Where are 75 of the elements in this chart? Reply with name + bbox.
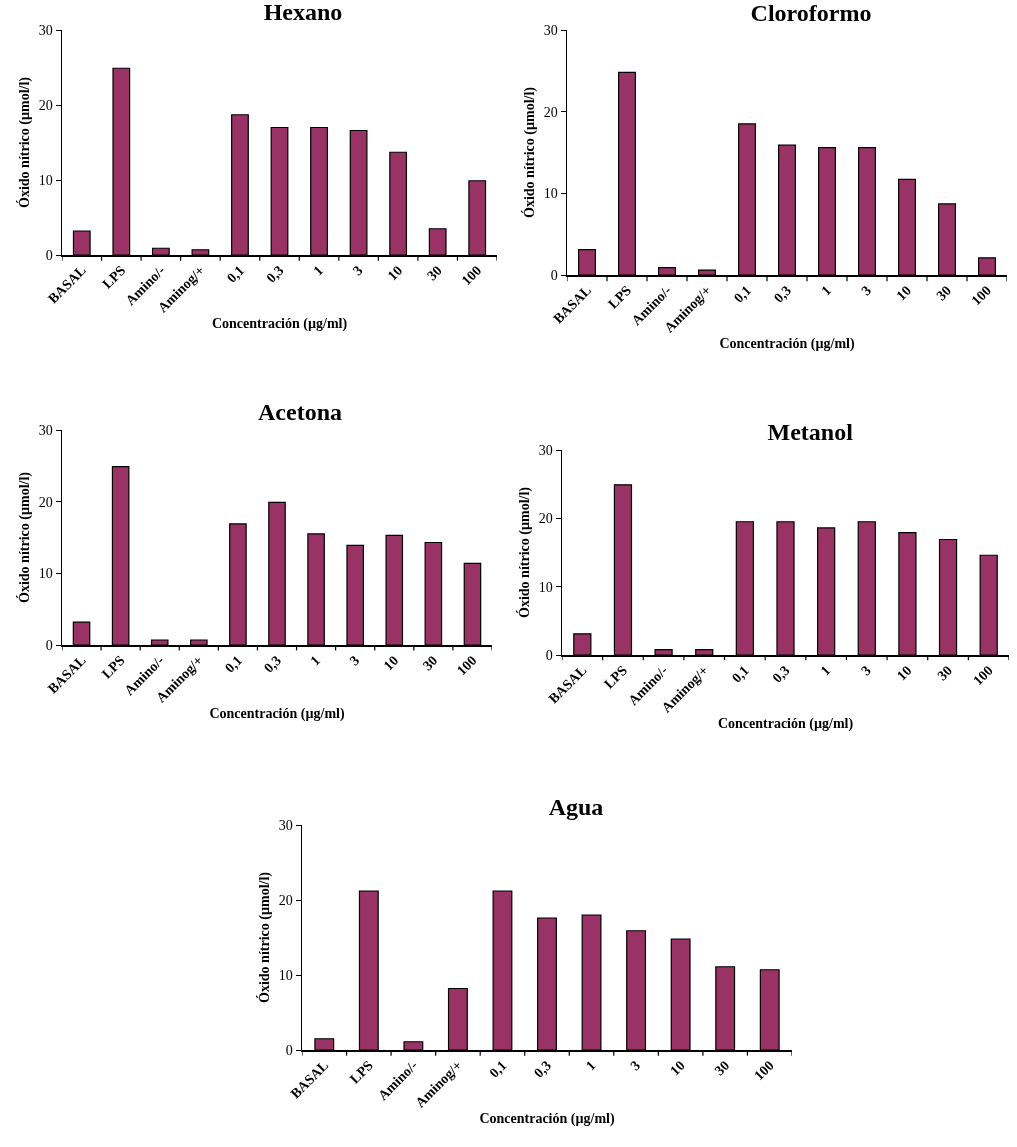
x-tick-label: 30 (419, 652, 441, 674)
x-tick-label: 30 (711, 1057, 733, 1079)
x-tick-label: LPS (98, 652, 128, 682)
y-tick-label: 0 (45, 637, 53, 653)
x-tick-label: 100 (968, 282, 995, 309)
x-tick-label: 30 (933, 282, 955, 304)
y-tick-label: 10 (543, 186, 558, 202)
x-tick-label: 10 (893, 282, 915, 304)
x-axis-title: Concentración (µg/ml) (719, 336, 855, 353)
x-tick-label: 3 (858, 662, 874, 679)
y-tick-label: 30 (543, 22, 558, 38)
y-tick-label: 20 (38, 97, 53, 113)
x-tick-label: 1 (307, 652, 324, 669)
y-tick-label: 30 (38, 422, 53, 438)
x-tick-label: LPS (99, 262, 129, 292)
y-axis-title: Óxido nítrico (µmol/l) (255, 871, 273, 1003)
x-tick-label: 0,3 (771, 282, 795, 306)
x-tick-label: 0,1 (222, 652, 245, 676)
x-tick-label: 3 (346, 652, 363, 669)
y-tick-label: 30 (38, 22, 53, 38)
y-tick-label: 20 (278, 892, 293, 908)
x-tick-label: 0,3 (531, 1057, 555, 1081)
chart-title: Hexano (263, 0, 343, 26)
x-tick-label: 30 (424, 262, 445, 284)
y-tick-label: 0 (45, 247, 53, 263)
y-tick-label: 10 (538, 579, 553, 595)
y-tick-label: 20 (538, 511, 553, 527)
x-tick-label: 1 (817, 662, 834, 679)
y-axis-title: Óxido nítrico (µmol/l) (15, 471, 33, 603)
y-axis-title: Óxido nítrico (µmol/l) (15, 76, 33, 208)
y-tick-label: 0 (545, 647, 553, 663)
x-tick-label: 1 (818, 282, 835, 299)
x-tick-label: 0,1 (486, 1057, 510, 1081)
x-tick-label: 0,1 (731, 282, 755, 306)
y-tick-label: 10 (38, 566, 53, 582)
y-tick-label: 20 (38, 494, 53, 510)
x-tick-label: 100 (751, 1057, 777, 1084)
x-tick-label: 0,1 (224, 262, 248, 286)
y-tick-label: 0 (285, 1042, 293, 1058)
x-tick-label: 0,3 (769, 662, 793, 686)
x-axis-title: Concentración (µg/ml) (209, 706, 345, 723)
y-axis-title: Óxido nítrico (µmol/l) (515, 486, 533, 618)
chart-title: Metanol (767, 419, 854, 446)
y-tick-label: 10 (38, 172, 53, 188)
chart-title: Agua (548, 794, 604, 821)
x-tick-label: 0,3 (263, 262, 287, 286)
x-tick-label: 30 (934, 662, 956, 684)
y-tick-label: 0 (550, 267, 558, 283)
y-tick-label: 10 (278, 967, 293, 983)
x-tick-label: 100 (454, 652, 480, 679)
x-tick-label: 3 (858, 282, 875, 299)
y-tick-label: 20 (543, 104, 558, 120)
x-tick-label: 3 (350, 262, 366, 279)
x-tick-label: 1 (310, 262, 327, 279)
x-tick-label: 10 (380, 652, 402, 674)
x-tick-label: LPS (601, 662, 631, 692)
y-tick-label: 30 (278, 817, 293, 833)
y-tick-label: 30 (538, 442, 553, 458)
x-axis-title: Concentración (µg/ml) (479, 1111, 615, 1128)
x-tick-label: 1 (583, 1057, 599, 1074)
x-tick-label: 100 (970, 662, 996, 689)
x-tick-label: 0,3 (261, 652, 285, 676)
x-tick-label: 3 (627, 1057, 644, 1074)
x-tick-label: LPS (347, 1057, 377, 1087)
x-tick-label: 10 (893, 662, 915, 684)
x-tick-label: 0,1 (728, 662, 752, 686)
x-tick-label: LPS (605, 282, 635, 312)
y-axis-title: Óxido nítrico (µmol/l) (520, 86, 538, 218)
x-axis-title: Concentración (µg/ml) (211, 316, 348, 333)
x-tick-label: 10 (384, 262, 406, 284)
chart-title: Cloroformo (750, 0, 872, 26)
x-tick-label: 10 (667, 1057, 688, 1079)
chart-title: Acetona (258, 399, 342, 426)
x-tick-label: 100 (458, 262, 485, 289)
x-axis-title: Concentración (µg/ml) (717, 716, 854, 733)
